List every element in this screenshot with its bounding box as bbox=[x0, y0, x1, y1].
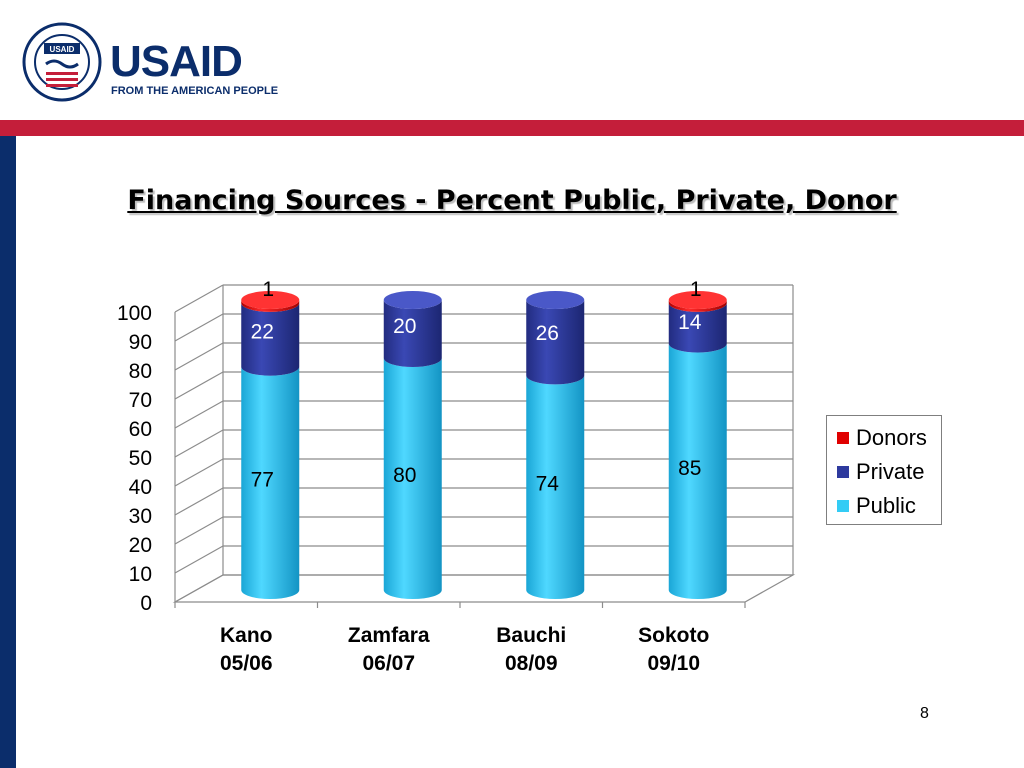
y-tick-label: 90 bbox=[129, 331, 152, 354]
bar-segment-private bbox=[383, 300, 442, 367]
chart-legend: Donors Private Public bbox=[826, 415, 942, 525]
y-tick-label: 70 bbox=[129, 389, 152, 412]
data-label-public: 85 bbox=[678, 457, 701, 480]
side-gridline bbox=[174, 371, 224, 400]
bar-segment-donors bbox=[241, 300, 300, 312]
legend-swatch bbox=[837, 432, 849, 444]
data-label-private: 22 bbox=[251, 320, 274, 343]
bar-segment-public bbox=[526, 375, 585, 599]
data-label-donors: 1 bbox=[690, 278, 702, 301]
legend-label: Donors bbox=[856, 425, 927, 450]
usaid-seal-icon: USAID bbox=[22, 22, 102, 102]
bar-top-cap bbox=[383, 291, 442, 309]
side-gridline bbox=[174, 516, 224, 545]
legend-item-public: Public bbox=[827, 489, 941, 523]
x-category-label: Kano bbox=[220, 624, 273, 647]
side-gridline bbox=[174, 458, 224, 487]
side-gridline bbox=[174, 400, 224, 429]
legend-item-donors: Donors bbox=[827, 421, 941, 455]
x-category-period: 06/07 bbox=[362, 652, 415, 675]
slide-title: Financing Sources - Percent Public, Priv… bbox=[127, 185, 897, 216]
legend-item-private: Private bbox=[827, 455, 941, 489]
bar-top-cap bbox=[526, 291, 585, 309]
y-tick-label: 10 bbox=[129, 563, 152, 586]
bar-segment-donors bbox=[668, 300, 727, 312]
data-label-public: 77 bbox=[251, 468, 274, 491]
side-gridline bbox=[174, 429, 224, 458]
y-tick-label: 100 bbox=[117, 302, 152, 325]
usaid-logo: USAID USAID FROM THE AMERICAN PEOPLE bbox=[22, 22, 278, 102]
side-gridline bbox=[174, 342, 224, 371]
logo-wordmark: USAID bbox=[110, 37, 242, 86]
bar-segment-private bbox=[526, 300, 585, 385]
side-band bbox=[0, 136, 16, 768]
y-tick-label: 20 bbox=[129, 534, 152, 557]
x-category-label: Sokoto bbox=[638, 624, 709, 647]
y-tick-label: 80 bbox=[129, 360, 152, 383]
y-tick-label: 0 bbox=[140, 592, 152, 615]
side-gridline bbox=[174, 545, 224, 574]
bar-segment-public bbox=[241, 366, 300, 599]
legend-label: Public bbox=[856, 493, 916, 518]
page-number: 8 bbox=[920, 705, 929, 722]
bar-segment-public bbox=[668, 343, 727, 599]
x-category-period: 05/06 bbox=[220, 652, 273, 675]
x-category-period: 09/10 bbox=[647, 652, 700, 675]
bar-segment-private bbox=[241, 302, 300, 376]
data-label-public: 80 bbox=[393, 464, 416, 487]
bar-segment-private bbox=[668, 302, 727, 353]
side-gridline bbox=[174, 487, 224, 516]
svg-text:USAID: USAID bbox=[50, 45, 75, 54]
bar-top-cap bbox=[241, 291, 300, 309]
y-tick-label: 50 bbox=[129, 447, 152, 470]
legend-swatch bbox=[837, 500, 849, 512]
side-gridline bbox=[174, 313, 224, 342]
data-label-private: 14 bbox=[678, 311, 702, 334]
x-category-label: Bauchi bbox=[496, 624, 566, 647]
logo-tagline: FROM THE AMERICAN PEOPLE bbox=[111, 85, 278, 97]
y-tick-label: 30 bbox=[129, 505, 152, 528]
bar-top-cap bbox=[668, 291, 727, 309]
side-gridline bbox=[174, 284, 224, 313]
data-label-private: 20 bbox=[393, 315, 416, 338]
bar-segment-public bbox=[383, 358, 442, 599]
chart-floor bbox=[172, 574, 796, 603]
x-category-label: Zamfara bbox=[348, 624, 430, 647]
y-tick-label: 40 bbox=[129, 476, 152, 499]
legend-swatch bbox=[837, 466, 849, 478]
data-label-private: 26 bbox=[536, 322, 559, 345]
x-category-period: 08/09 bbox=[505, 652, 558, 675]
legend-label: Private bbox=[856, 459, 925, 484]
y-tick-label: 60 bbox=[129, 418, 152, 441]
header-band bbox=[0, 120, 1024, 136]
data-label-donors: 1 bbox=[262, 278, 274, 301]
data-label-public: 74 bbox=[536, 473, 560, 496]
